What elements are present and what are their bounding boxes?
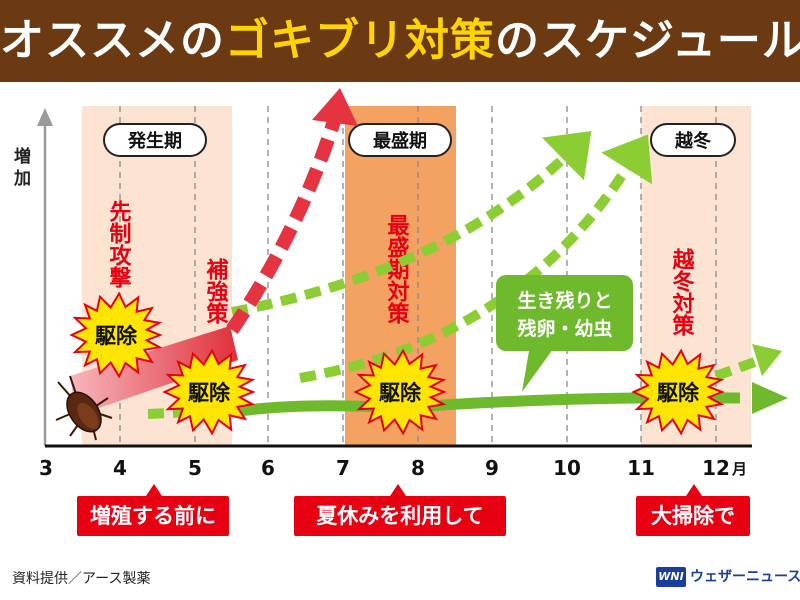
- month-label-9: 9: [485, 456, 499, 480]
- title-banner: [0, 0, 800, 82]
- month-label-12: 12: [702, 456, 730, 480]
- tag-summer-vacation: 夏休みを利用して: [294, 496, 506, 536]
- red-growth-band: [70, 326, 238, 416]
- y-axis-arrow: [37, 108, 53, 126]
- source-credit: 資料提供／アース製薬: [12, 571, 151, 587]
- cockroach-icon: [55, 375, 113, 441]
- hassei-period-pill: 発生期: [103, 123, 207, 157]
- light-green-dotted-arrow-upper: [231, 130, 592, 317]
- tag-before-breeding: 増殖する前に: [77, 496, 229, 536]
- month-label-4: 4: [113, 456, 127, 480]
- y-axis-label-2: 加: [13, 169, 31, 189]
- month-label-10: 10: [553, 456, 581, 480]
- month-label-5: 5: [188, 456, 202, 480]
- light-green-lower-arrowhead: [752, 344, 782, 376]
- burst-label-3: 駆除: [379, 381, 422, 405]
- burst-label-4: 駆除: [657, 381, 700, 405]
- title-part-1: オススメの: [0, 15, 225, 66]
- saisei-period-label: 最盛期: [373, 130, 427, 152]
- month-label-6: 6: [261, 456, 275, 480]
- callout-line-2: 残卵・幼虫: [517, 317, 612, 340]
- wni-logo-mark: WNI: [656, 567, 686, 587]
- burst-senseikougeki: 駆除: [69, 291, 163, 379]
- month-label-11: 11: [627, 456, 655, 480]
- month-label-3: 3: [39, 456, 53, 480]
- tag1-pointer: [146, 484, 162, 496]
- burst-label-2: 駆除: [188, 381, 231, 405]
- callout-line-1: 生き残りと: [517, 289, 612, 312]
- title-part-3: のスケジュール: [495, 15, 800, 66]
- ettou-period-pill: 越冬: [650, 123, 736, 157]
- page-title: オススメのゴキブリ対策のスケジュール: [0, 0, 800, 82]
- month-labels: 3 4 5 6 7 8 9 10 11 12: [39, 456, 730, 480]
- title-part-2: ゴキブリ対策: [225, 15, 495, 66]
- month-label-8: 8: [411, 456, 425, 480]
- month-unit-label: 月: [731, 460, 747, 478]
- burst-hokyousaku: 駆除: [162, 348, 256, 436]
- tag-big-cleaning: 大掃除で: [636, 496, 750, 536]
- burst-label-1: 駆除: [95, 324, 138, 348]
- schedule-diagram: 増 加 発生期 最盛期 越冬 先制攻撃 補強策 最盛期対策 越冬対策: [13, 88, 788, 496]
- hokyousaku-label: 補強策: [203, 257, 230, 324]
- tag3-pointer: [686, 484, 702, 496]
- light-green-dotted-arrow-middle: [299, 134, 653, 383]
- wni-logo-text: ウェザーニュース: [690, 569, 800, 585]
- ettou-period-label: 越冬: [674, 130, 711, 152]
- red-dashed-arrowhead: [312, 88, 358, 126]
- hassei-period-label: 発生期: [127, 130, 182, 152]
- senseikougeki-label: 先制攻撃: [106, 200, 132, 288]
- green-solid-arrowhead: [752, 382, 788, 414]
- y-axis-label-1: 増: [14, 146, 31, 167]
- saisei-period-pill: 最盛期: [348, 123, 452, 157]
- ettoutaisaku-label: 越冬対策: [669, 248, 696, 336]
- month-label-7: 7: [336, 456, 350, 480]
- burst-ettoutaisaku: 駆除: [631, 348, 725, 436]
- burst-saiseikitaisaku: 駆除: [353, 348, 447, 436]
- survivor-callout: 生き残りと 残卵・幼虫: [496, 275, 633, 392]
- red-dashed-arrow: [226, 115, 342, 334]
- tag2-pointer: [390, 484, 406, 496]
